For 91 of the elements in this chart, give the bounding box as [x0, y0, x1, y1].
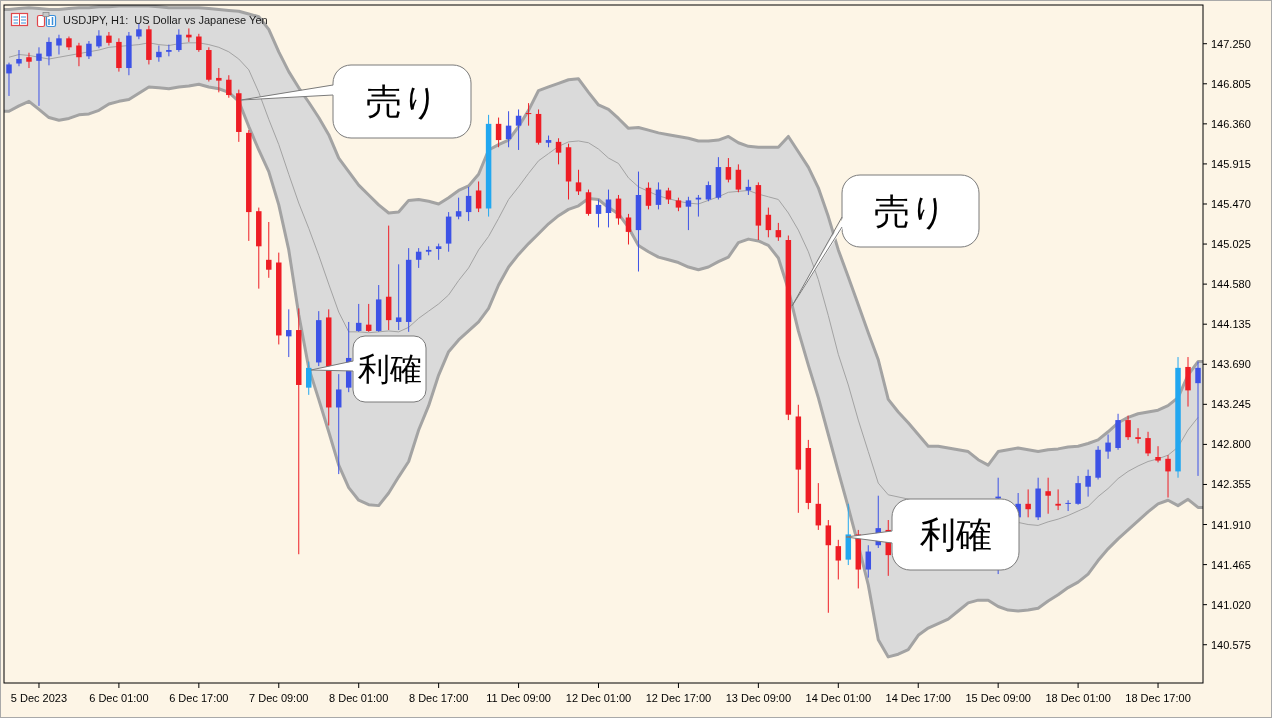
candlestick — [1055, 488, 1061, 511]
candlestick — [76, 42, 82, 67]
x-tick-label: 12 Dec 17:00 — [645, 692, 712, 704]
x-tick-label: 14 Dec 01:00 — [805, 692, 872, 704]
candlestick — [266, 221, 272, 279]
y-tick-label: 145.470 — [1211, 197, 1251, 210]
annotation: 売り — [874, 190, 947, 232]
candlestick — [835, 539, 842, 580]
y-tick-label: 144.580 — [1211, 278, 1251, 291]
candlestick — [475, 180, 482, 213]
candlestick — [1195, 361, 1201, 477]
candlestick — [1165, 454, 1171, 499]
x-tick-label: 6 Dec 17:00 — [169, 692, 229, 704]
candlestick — [1135, 427, 1141, 444]
candlestick — [595, 198, 602, 228]
annotation: 利確 — [357, 350, 422, 388]
candlestick — [525, 102, 532, 127]
candlestick — [36, 46, 42, 107]
x-tick-label: 15 Dec 09:00 — [965, 692, 1031, 704]
candlestick — [286, 308, 292, 358]
candlestick — [1065, 499, 1071, 512]
candlestick — [1075, 475, 1081, 506]
candlestick — [196, 33, 202, 53]
x-tick-label: 13 Dec 09:00 — [725, 692, 792, 704]
x-tick-label: 18 Dec 17:00 — [1125, 692, 1191, 704]
candlestick — [46, 36, 52, 66]
candlestick — [735, 163, 742, 193]
y-tick-label: 144.135 — [1211, 318, 1251, 331]
candlestick — [335, 373, 342, 475]
candlestick — [495, 117, 502, 148]
x-tick-label: 7 Dec 09:00 — [249, 692, 309, 704]
candlestick — [645, 181, 652, 210]
candlestick — [515, 108, 522, 151]
x-tick-label: 6 Dec 01:00 — [89, 692, 149, 704]
candlestick — [106, 31, 112, 47]
candlestick — [1045, 477, 1051, 515]
candlestick — [86, 40, 92, 60]
x-tick-label: 11 Dec 09:00 — [486, 692, 551, 704]
y-tick-label: 143.245 — [1211, 398, 1251, 411]
y-tick-label: 147.250 — [1211, 37, 1251, 50]
candlestick — [226, 74, 232, 99]
annotation: 利確 — [919, 514, 992, 555]
y-tick-label: 140.575 — [1211, 638, 1251, 651]
y-tick-label: 146.805 — [1211, 77, 1251, 90]
candlestick — [6, 62, 12, 97]
annotation: 売り — [365, 81, 439, 122]
candlestick — [395, 263, 402, 331]
x-tick-label: 18 Dec 01:00 — [1045, 692, 1111, 704]
candlestick — [1105, 433, 1111, 460]
y-tick-label: 141.910 — [1211, 518, 1251, 531]
y-tick-label: 142.355 — [1211, 478, 1251, 491]
candlestick — [156, 45, 162, 63]
y-tick-label: 145.915 — [1211, 157, 1251, 170]
candlestick — [136, 23, 142, 40]
candlestick — [176, 28, 182, 53]
candlestick — [56, 34, 62, 56]
candlestick — [865, 544, 872, 579]
candlestick — [306, 361, 312, 396]
candlestick — [1025, 488, 1031, 518]
candlestick — [625, 213, 632, 246]
candlestick — [26, 52, 32, 69]
candlestick — [575, 169, 582, 196]
candlestick — [585, 189, 592, 217]
candlestick — [216, 67, 222, 93]
candlestick — [1085, 469, 1091, 498]
text: USDJPY, H1: US Dollar vs Japanese Yen — [63, 14, 268, 26]
candlestick — [455, 197, 462, 220]
candlestick — [1155, 445, 1161, 463]
x-tick-label: 8 Dec 01:00 — [329, 692, 389, 704]
candlestick — [16, 49, 22, 67]
candlestick — [166, 44, 172, 57]
y-tick-label: 142.800 — [1211, 438, 1251, 451]
candlestick — [725, 157, 732, 183]
candlestick — [1185, 356, 1191, 408]
y-tick-label: 141.465 — [1211, 558, 1251, 571]
candlestick — [465, 186, 472, 222]
candlestick — [605, 189, 612, 228]
y-tick-label: 146.360 — [1211, 117, 1251, 130]
y-tick-label: 141.020 — [1211, 598, 1251, 611]
candlestick — [685, 196, 692, 231]
candlestick — [1145, 431, 1151, 457]
x-tick-label: 8 Dec 17:00 — [408, 692, 469, 704]
y-tick-label: 145.025 — [1211, 238, 1251, 251]
candlestick — [825, 519, 832, 614]
y-tick-label: 143.690 — [1211, 358, 1251, 371]
candlestick — [1125, 415, 1131, 441]
x-tick-label: 5 Dec 2023 — [10, 692, 68, 704]
x-tick-label: 14 Dec 17:00 — [885, 692, 951, 704]
candlestick — [96, 29, 102, 49]
x-tick-label: 12 Dec 01:00 — [565, 692, 632, 704]
candlestick — [555, 137, 562, 165]
